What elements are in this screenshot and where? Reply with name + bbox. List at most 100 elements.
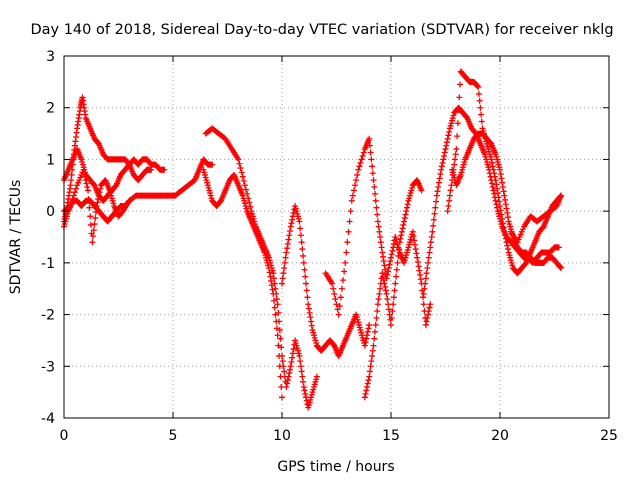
data-point-marker [392, 280, 399, 287]
series-satellite-track-m [507, 192, 565, 246]
data-point-marker [243, 186, 250, 193]
data-point-marker [361, 342, 368, 349]
data-point-marker [380, 258, 387, 265]
data-point-marker [281, 368, 288, 375]
data-point-marker [414, 254, 421, 261]
data-point-marker [425, 254, 432, 261]
data-point-marker [374, 218, 381, 225]
data-point-marker [395, 252, 402, 259]
data-point-marker [451, 161, 458, 168]
data-point-marker [289, 216, 296, 223]
data-point-marker [301, 387, 308, 394]
data-point-marker [350, 187, 357, 194]
data-point-marker [84, 184, 91, 191]
data-point-marker [209, 161, 216, 168]
data-point-marker [273, 325, 280, 332]
data-point-marker [364, 383, 371, 390]
data-point-marker [267, 273, 274, 280]
data-point-marker [455, 107, 462, 114]
data-point-marker [451, 156, 458, 163]
data-point-marker [330, 285, 337, 292]
data-point-marker [398, 232, 405, 239]
data-point-marker [362, 339, 369, 346]
data-point-marker [336, 302, 343, 309]
data-point-marker [419, 294, 426, 301]
data-point-marker [388, 254, 394, 261]
data-point-marker [557, 264, 564, 271]
data-point-marker [244, 190, 251, 197]
data-point-marker [491, 190, 498, 197]
y-tick-label: 3 [46, 49, 55, 65]
data-point-marker [279, 275, 286, 282]
data-point-marker [422, 321, 429, 328]
data-point-marker [433, 192, 440, 199]
data-point-marker [445, 132, 452, 139]
data-point-marker [386, 311, 393, 318]
data-point-marker [287, 363, 294, 370]
data-point-marker [500, 188, 507, 195]
data-point-marker [431, 210, 438, 217]
data-point-marker [402, 211, 409, 218]
data-point-marker [299, 246, 306, 253]
data-point-marker [494, 190, 501, 197]
data-point-marker [372, 321, 379, 328]
data-point-marker [340, 277, 347, 284]
data-point-marker [83, 180, 90, 187]
data-point-marker [380, 277, 387, 284]
series-satellite-track-e [202, 125, 320, 411]
data-point-marker [504, 214, 511, 221]
data-point-marker [272, 311, 279, 318]
data-point-marker [420, 290, 427, 297]
data-point-marker [497, 166, 503, 173]
data-point-marker [360, 149, 367, 156]
data-point-marker [296, 218, 303, 225]
data-point-marker [423, 270, 430, 277]
data-point-marker [81, 170, 88, 177]
data-point-marker [276, 363, 283, 370]
data-point-marker [288, 220, 295, 227]
data-point-marker [371, 184, 378, 191]
data-point-marker [376, 228, 383, 235]
data-point-marker [279, 358, 286, 365]
data-point-marker [430, 222, 437, 229]
data-point-marker [67, 182, 74, 189]
data-point-marker [387, 258, 394, 265]
data-point-marker [268, 282, 275, 289]
data-point-marker [401, 218, 408, 225]
data-point-marker [389, 308, 396, 315]
data-point-marker [476, 97, 483, 104]
data-point-marker [425, 308, 432, 315]
data-point-marker [271, 297, 278, 304]
data-point-marker [302, 394, 309, 401]
data-point-marker [403, 204, 410, 211]
data-point-marker [95, 192, 102, 199]
data-point-marker [358, 156, 365, 163]
data-point-marker [499, 215, 506, 222]
data-point-marker [286, 366, 293, 373]
data-point-marker [495, 194, 502, 201]
data-point-marker [499, 220, 506, 227]
data-point-marker [346, 218, 353, 225]
data-point-marker [441, 149, 448, 156]
data-point-marker [307, 314, 314, 321]
data-point-marker [298, 368, 305, 375]
data-point-marker [363, 335, 370, 342]
data-series-layer [61, 68, 565, 411]
axis-ticks: 0 5 10 15 20 25 -4 -3 -2 -1 0 1 2 3 [41, 49, 618, 444]
data-point-marker [269, 286, 276, 293]
data-point-marker [394, 259, 401, 266]
data-point-marker [426, 249, 433, 256]
data-point-marker [284, 377, 291, 384]
data-point-marker [426, 304, 433, 311]
data-point-marker [69, 166, 76, 173]
data-point-marker [492, 197, 499, 204]
data-point-marker [413, 250, 420, 257]
data-point-marker [401, 215, 408, 222]
data-point-marker [289, 350, 296, 357]
data-point-marker [347, 208, 354, 215]
data-point-marker [380, 273, 387, 280]
data-point-marker [70, 192, 77, 199]
data-point-marker [446, 192, 453, 199]
data-point-marker [300, 259, 307, 266]
data-point-marker [409, 228, 416, 235]
